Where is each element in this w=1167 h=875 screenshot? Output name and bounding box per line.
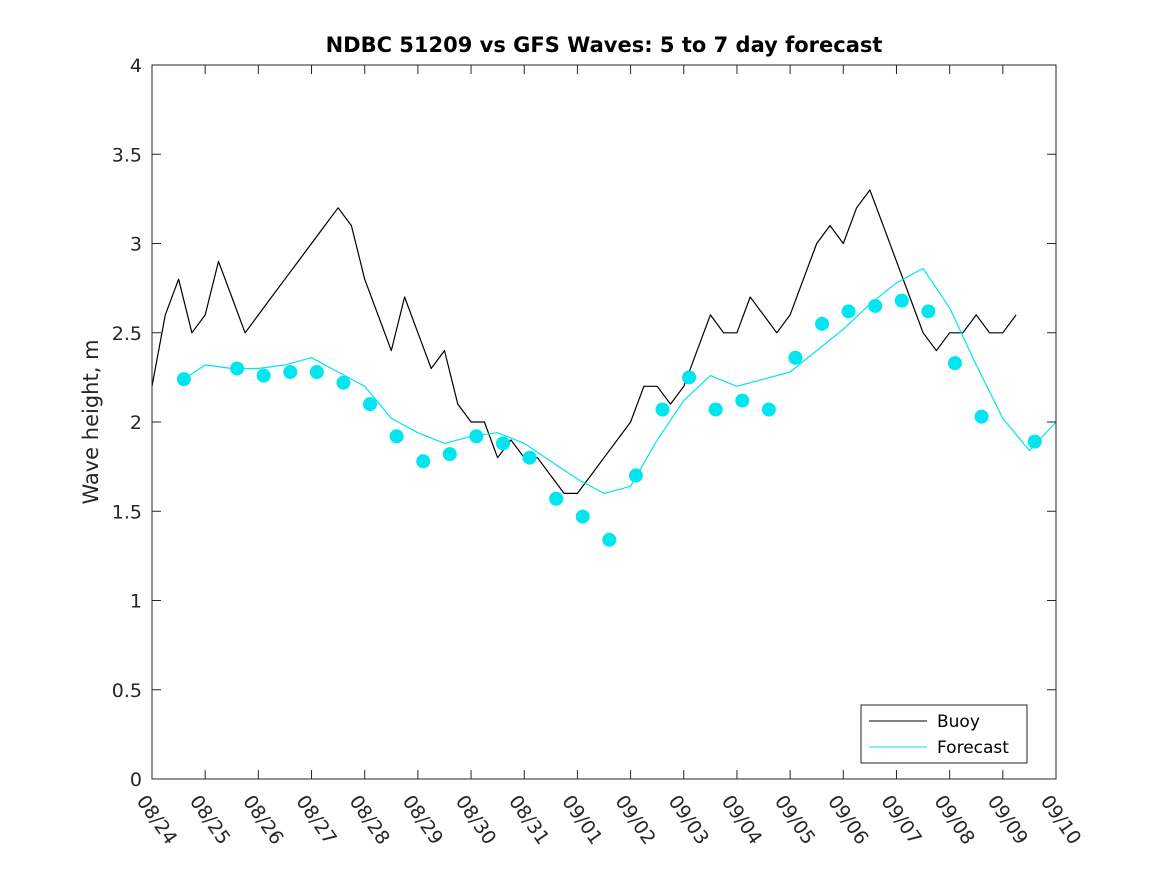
forecast-line xyxy=(183,267,1057,494)
legend-label-buoy: Buoy xyxy=(937,712,980,732)
forecast-point xyxy=(230,361,245,376)
forecast-point xyxy=(708,402,723,417)
y-tick-label: 3 xyxy=(130,234,142,256)
forecast-point xyxy=(788,350,803,365)
forecast-point xyxy=(894,293,909,308)
forecast-point xyxy=(1027,434,1042,449)
y-axis: 0 0.5 1 1.5 2 2.5 3 3.5 4 xyxy=(112,55,1056,791)
legend-label-forecast: Forecast xyxy=(937,738,1009,758)
forecast-point xyxy=(283,365,298,380)
forecast-point xyxy=(336,375,351,390)
legend: Buoy Forecast xyxy=(860,704,1028,764)
y-tick-label: 1 xyxy=(130,591,142,613)
forecast-point xyxy=(868,298,883,313)
legend-box xyxy=(860,704,1028,764)
plot-area xyxy=(152,65,1056,779)
chart-title: NDBC 51209 vs GFS Waves: 5 to 7 day fore… xyxy=(326,33,883,57)
forecast-point xyxy=(655,402,670,417)
y-tick-label: 0 xyxy=(130,769,142,791)
forecast-point xyxy=(176,372,191,387)
y-tick-label: 2 xyxy=(130,412,142,434)
forecast-point xyxy=(815,316,830,331)
forecast-point xyxy=(469,429,484,444)
forecast-point xyxy=(416,454,431,469)
forecast-point xyxy=(309,365,324,380)
forecast-point xyxy=(495,436,510,451)
y-axis-label: Wave height, m xyxy=(79,339,103,504)
forecast-point xyxy=(442,447,457,462)
forecast-point xyxy=(682,370,697,385)
y-tick-label: 0.5 xyxy=(112,680,142,702)
series-layer xyxy=(151,189,1057,494)
forecast-point xyxy=(841,304,856,319)
forecast-point xyxy=(363,397,378,412)
forecast-point xyxy=(549,491,564,506)
forecast-point xyxy=(947,356,962,371)
forecast-point xyxy=(974,409,989,424)
y-tick-label: 4 xyxy=(130,55,142,77)
y-tick-label: 3.5 xyxy=(112,144,142,166)
forecast-point xyxy=(575,509,590,524)
forecast-point xyxy=(256,368,271,383)
buoy-line xyxy=(151,189,1017,494)
forecast-point xyxy=(628,468,643,483)
marker-layer xyxy=(176,293,1042,547)
forecast-point xyxy=(522,450,537,465)
forecast-point xyxy=(761,402,776,417)
forecast-point xyxy=(389,429,404,444)
y-tick-label: 2.5 xyxy=(112,323,142,345)
y-tick-label: 1.5 xyxy=(112,501,142,523)
forecast-point xyxy=(921,304,936,319)
forecast-point xyxy=(602,532,617,547)
forecast-point xyxy=(735,393,750,408)
